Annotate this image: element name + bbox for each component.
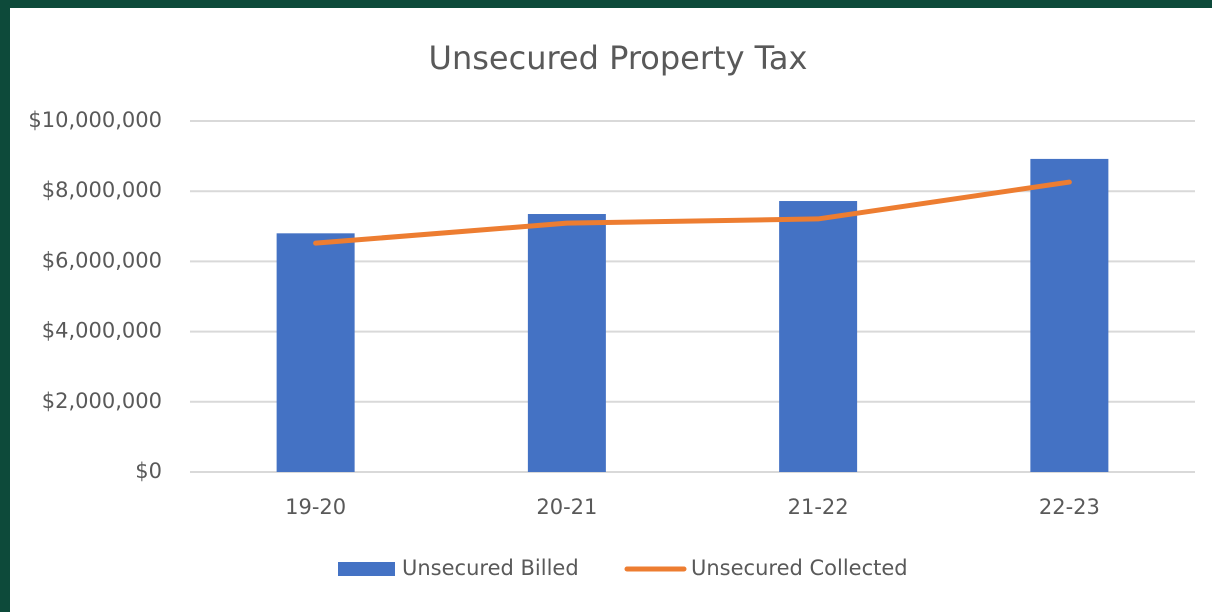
bar [1030,158,1109,472]
chart-background [10,8,1212,612]
legend-swatch [338,562,395,576]
bar [527,214,606,472]
y-tick-label: $6,000,000 [42,248,162,272]
bar [779,201,858,472]
x-tick-label: 19-20 [285,495,346,519]
legend-label: Unsecured Collected [691,556,908,580]
x-tick-label: 21-22 [788,495,849,519]
y-tick-label: $0 [135,459,162,483]
line [313,179,1072,246]
x-tick-label: 22-23 [1039,495,1100,519]
chart-title: Unsecured Property Tax [429,39,808,77]
x-tick-label: 20-21 [536,495,597,519]
y-tick-label: $8,000,000 [42,178,162,202]
y-tick-label: $4,000,000 [42,319,162,343]
y-tick-label: $10,000,000 [28,108,162,132]
bar [276,233,355,472]
legend-label: Unsecured Billed [402,556,579,580]
y-tick-label: $2,000,000 [42,389,162,413]
